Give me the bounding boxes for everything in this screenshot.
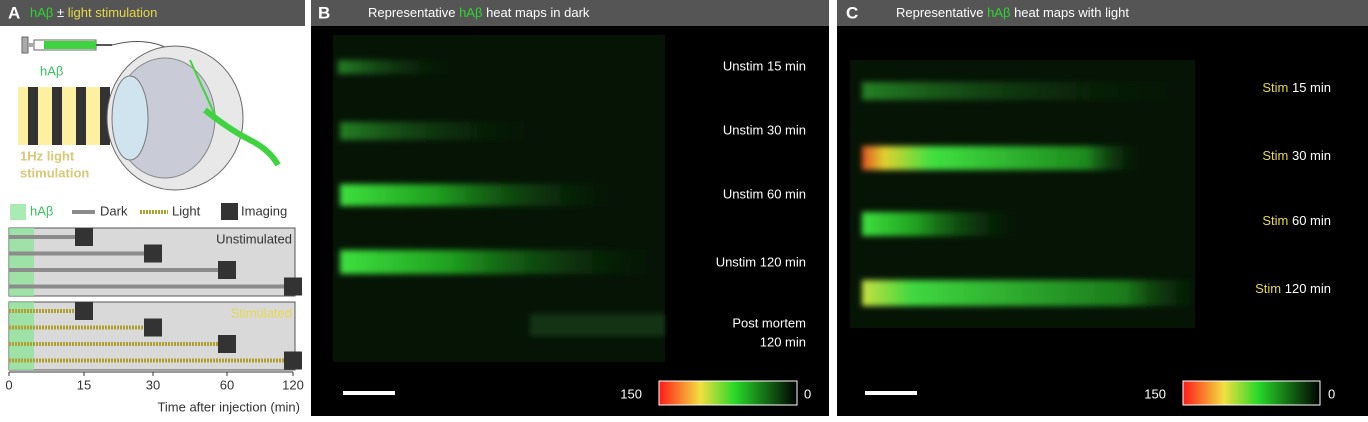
title-part: ± <box>53 5 67 20</box>
colorbar <box>658 380 798 406</box>
title-part: heat maps in dark <box>482 5 589 20</box>
imaging-mark <box>284 351 302 370</box>
colorbar-max: 150 <box>1144 386 1166 401</box>
label-text: 60 min <box>1288 213 1331 228</box>
legend-label: hAβ <box>30 203 53 218</box>
stim-label: stimulation <box>20 165 89 180</box>
label-text: 120 min <box>1281 281 1331 296</box>
legend-label: Light <box>172 203 201 218</box>
row-label: Unstim 120 min <box>716 254 806 269</box>
timeline: Unstimulated Stimulated 0 15 30 60 120 Time aft… <box>5 227 304 414</box>
row-labels: Unstim 15 min Unstim 30 min Unstim 60 min U… <box>716 58 806 349</box>
label-prefix: Stim <box>1255 281 1281 296</box>
row-label: Unstim 60 min <box>723 186 806 201</box>
panel-letter: A <box>8 3 20 22</box>
panel-c: C Representative hAβ heat maps with ligh… <box>837 0 1368 416</box>
imaging-mark <box>284 277 302 296</box>
panel-title: Representative hAβ heat maps in dark <box>368 5 590 20</box>
row-label: Stim 30 min <box>1262 148 1331 163</box>
group-label: Unstimulated <box>216 231 292 246</box>
scale-bar <box>865 391 917 395</box>
syringe-label: hAβ <box>40 63 63 78</box>
imaging-mark <box>75 228 93 246</box>
heat-streaks <box>338 60 665 336</box>
stim-label: 1Hz light <box>20 148 75 163</box>
imaging-mark <box>75 302 93 320</box>
label-prefix: Stim <box>1262 148 1288 163</box>
panel-title: Representative hAβ heat maps with light <box>896 5 1129 20</box>
x-tick-label: 15 <box>77 377 91 392</box>
panel-letter: B <box>318 3 330 22</box>
legend-swatch <box>221 203 238 220</box>
header-bar <box>311 0 829 26</box>
colorbar <box>1182 380 1321 406</box>
title-part: heat maps with light <box>1010 5 1129 20</box>
row-label: Stim 60 min <box>1262 213 1331 228</box>
grating-bar <box>28 87 38 145</box>
row-label: Stim 120 min <box>1255 281 1331 296</box>
header-bar <box>837 0 1368 26</box>
x-axis-label: Time after injection (min) <box>157 399 300 414</box>
grating-bar <box>76 87 86 145</box>
panel-title: hAβ ± light stimulation <box>30 5 157 20</box>
panel-a: A hAβ ± light stimulation hAβ 1Hz light … <box>0 0 305 414</box>
x-tick-label: 0 <box>5 377 12 392</box>
row-label: Unstim 30 min <box>723 122 806 137</box>
title-part: hAβ <box>30 5 53 20</box>
heat-streaks <box>862 82 1192 306</box>
header-bar <box>0 0 305 26</box>
row-label: Stim 15 min <box>1262 80 1331 95</box>
title-part: light stimulation <box>68 5 158 20</box>
imaging-mark <box>144 318 162 337</box>
label-prefix: Stim <box>1262 80 1288 95</box>
x-tick-label: 120 <box>282 377 304 392</box>
title-part: Representative <box>368 5 459 20</box>
row-label: 120 min <box>760 334 806 349</box>
panel-letter: C <box>846 3 858 22</box>
legend-swatch <box>10 204 26 220</box>
imaging-mark <box>218 261 236 279</box>
title-part: hAβ <box>459 5 482 20</box>
imaging-mark <box>144 244 162 263</box>
imaging-mark <box>218 335 236 353</box>
label-prefix: Stim <box>1262 213 1288 228</box>
eye <box>106 45 281 191</box>
colorbar-min: 0 <box>1328 386 1335 401</box>
row-label: Unstim 15 min <box>723 58 806 73</box>
grating-bar <box>100 87 110 145</box>
x-tick-label: 60 <box>220 377 234 392</box>
title-part: hAβ <box>987 5 1010 20</box>
label-text: 30 min <box>1288 148 1331 163</box>
x-tick-label: 30 <box>146 377 160 392</box>
title-part: Representative <box>896 5 987 20</box>
row-label: Post mortem <box>732 315 806 330</box>
group-label: Stimulated <box>231 305 292 320</box>
colorbar-min: 0 <box>804 386 811 401</box>
legend-label: Imaging <box>241 203 287 218</box>
colorbar-max: 150 <box>620 386 642 401</box>
grating-bar <box>52 87 62 145</box>
scale-bar <box>343 391 395 395</box>
label-text: 15 min <box>1288 80 1331 95</box>
legend-label: Dark <box>100 203 128 218</box>
panel-b: B Representative hAβ heat maps in dark 1… <box>311 0 829 416</box>
